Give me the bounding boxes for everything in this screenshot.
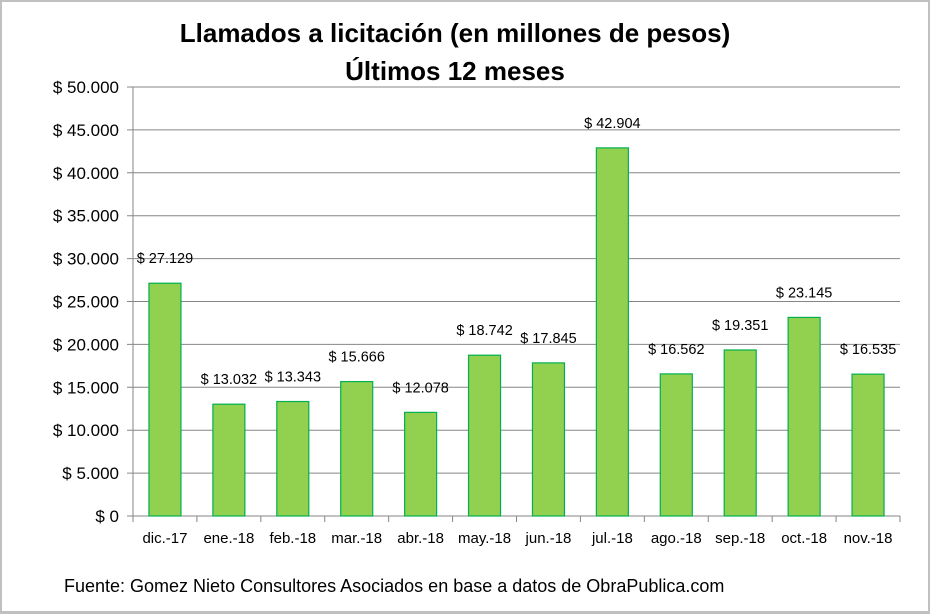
data-label: $ 12.078 (392, 380, 448, 396)
x-tick-label: ene.-18 (203, 530, 254, 547)
source-note: Fuente: Gomez Nieto Consultores Asociado… (64, 576, 724, 596)
bar (467, 354, 502, 517)
x-tick-label: sep.-18 (715, 530, 765, 547)
gridlines (127, 86, 901, 522)
data-label: $ 15.666 (328, 350, 384, 366)
bar (851, 373, 885, 517)
data-label: $ 42.904 (584, 116, 640, 132)
y-axis-ticks: $ 0 $ 5.000 $ 10.000 $ 15.000 $ 20.000 $ 25.0… (53, 78, 119, 526)
data-label: $ 27.129 (137, 251, 193, 267)
y-tick-label: $ 35.000 (53, 207, 119, 226)
bar (340, 380, 374, 517)
data-labels: $ 27.129 $ 13.032 $ 13.343 $ 15.666 $ 12.078… (137, 116, 897, 396)
data-label: $ 13.032 (201, 372, 257, 388)
x-tick-label: abr.-18 (397, 530, 444, 547)
data-label: $ 23.145 (776, 285, 832, 301)
bars (148, 147, 885, 517)
data-label: $ 19.351 (712, 318, 768, 334)
y-tick-label: $ 5.000 (62, 464, 119, 483)
bar (723, 349, 757, 517)
bar (212, 403, 246, 517)
bar (276, 400, 310, 517)
x-tick-label: ago.-18 (651, 530, 702, 547)
y-tick-label: $ 50.000 (53, 78, 119, 97)
y-tick-label: $ 45.000 (53, 121, 119, 140)
bar (404, 411, 438, 517)
bar (659, 373, 693, 517)
y-tick-label: $ 40.000 (53, 164, 119, 183)
x-tick-label: nov.-18 (844, 530, 893, 547)
y-tick-label: $ 30.000 (53, 250, 119, 269)
x-tick-label: oct.-18 (781, 530, 827, 547)
x-tick-label: dic.-17 (142, 530, 187, 547)
x-tick-label: jul.-18 (591, 530, 633, 547)
x-tick-label: feb.-18 (269, 530, 316, 547)
chart-subtitle: Últimos 12 meses (345, 56, 565, 86)
bar (595, 147, 629, 517)
x-tick-label: mar.-18 (331, 530, 382, 547)
data-label: $ 16.535 (840, 342, 896, 358)
y-tick-label: $ 25.000 (53, 293, 119, 312)
bar (148, 282, 182, 517)
x-axis-ticks: dic.-17 ene.-18 feb.-18 mar.-18 abr.-18 may.-… (142, 530, 892, 547)
bar (531, 362, 566, 517)
y-tick-label: $ 15.000 (53, 378, 119, 397)
y-tick-label: $ 0 (95, 507, 119, 526)
y-tick-label: $ 10.000 (53, 421, 119, 440)
x-tick-label: may.-18 (458, 530, 511, 547)
y-tick-label: $ 20.000 (53, 335, 119, 354)
x-tick-label: jun.-18 (525, 530, 572, 547)
chart-title: Llamados a licitación (en millones de pe… (180, 18, 730, 48)
data-label: $ 18.742 (456, 323, 512, 339)
data-label: $ 16.562 (648, 342, 704, 358)
data-label: $ 17.845 (520, 331, 576, 347)
bar (787, 316, 821, 517)
data-label: $ 13.343 (265, 370, 321, 386)
